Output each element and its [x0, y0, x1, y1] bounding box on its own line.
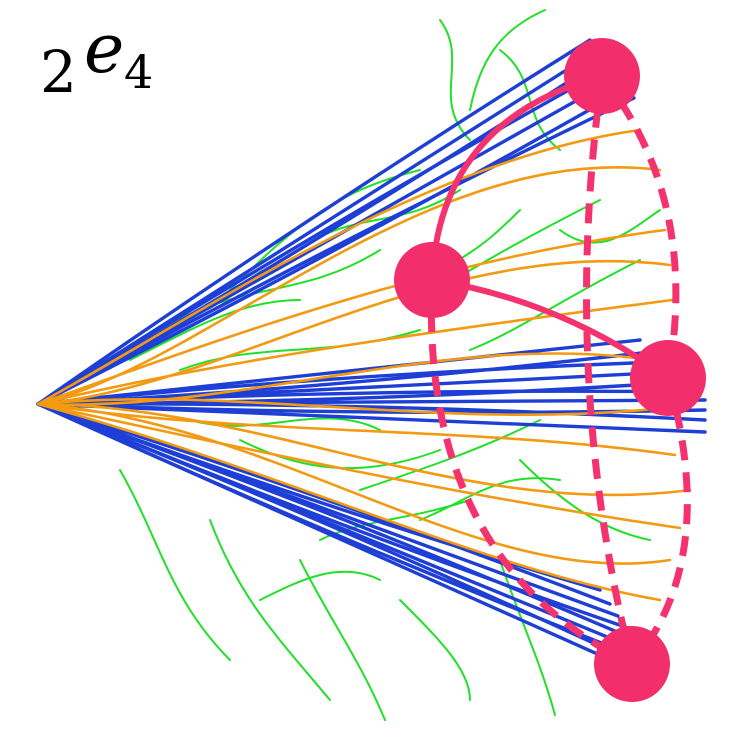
orange-strand — [36, 352, 652, 406]
green-strand — [399, 599, 471, 701]
graph-node-right — [630, 340, 706, 416]
blue-strand — [36, 96, 636, 406]
blue-strand — [36, 38, 592, 406]
blue-strand — [36, 402, 638, 642]
dashed-edge — [427, 279, 634, 668]
green-strand — [119, 469, 231, 661]
green-strand — [209, 519, 331, 701]
green-strand — [179, 329, 421, 371]
green-strand — [359, 419, 541, 491]
green-strand — [259, 570, 381, 601]
green-strand — [129, 299, 301, 361]
label-subscript: 4 — [124, 45, 153, 99]
blue-strand — [36, 360, 662, 406]
orange-strand — [36, 402, 677, 457]
orange-strand — [36, 259, 672, 406]
dashed-edge — [583, 75, 636, 665]
graph-node-top — [564, 38, 640, 114]
orange-strand — [36, 402, 662, 602]
dashed-edge — [599, 73, 680, 379]
diagram-label: 2 e 4 — [40, 10, 153, 106]
blue-strand — [36, 402, 662, 684]
orange-strand — [36, 128, 642, 406]
green-strand — [299, 559, 386, 721]
label-base: 2 — [40, 38, 77, 106]
orange-strand-group — [36, 128, 692, 602]
orange-strand — [36, 166, 662, 406]
orange-strand — [36, 402, 672, 565]
orange-strand — [36, 298, 674, 406]
blue-strand — [36, 64, 614, 406]
graph-node-bottom — [594, 626, 670, 702]
green-strand — [519, 459, 651, 541]
green-strand — [469, 9, 546, 111]
orange-strand — [36, 228, 667, 406]
blue-strand — [36, 86, 630, 406]
graph-node-group — [394, 38, 706, 702]
orange-strand — [36, 402, 682, 530]
solid-edge — [429, 73, 605, 283]
blue-strand — [36, 402, 707, 434]
blue-strand — [36, 402, 707, 422]
label-letter: e — [84, 10, 124, 89]
blue-strand — [36, 402, 612, 606]
graph-node-middle-left — [394, 242, 470, 318]
blue-strand — [36, 402, 658, 674]
green-strand — [499, 559, 556, 716]
green-strand — [439, 19, 471, 141]
